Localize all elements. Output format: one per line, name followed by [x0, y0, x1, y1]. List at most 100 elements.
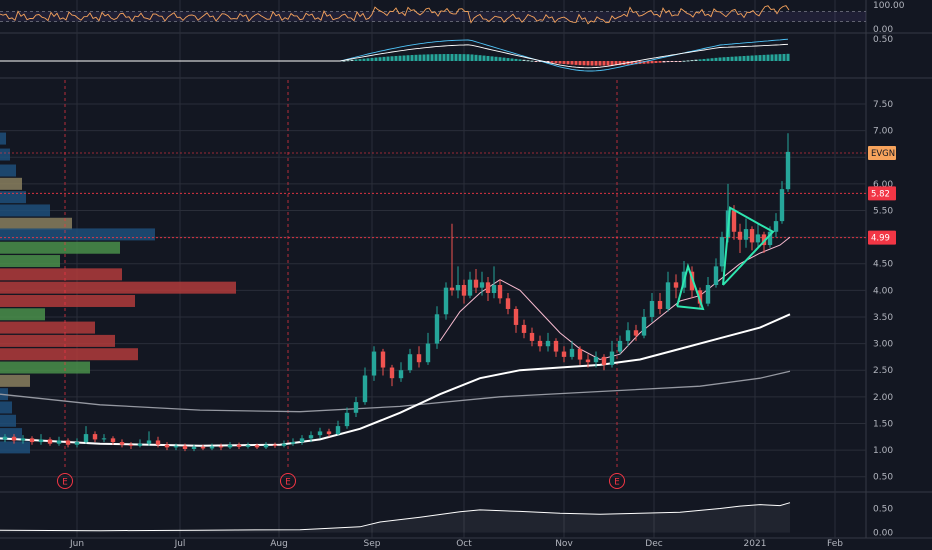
- candle-body[interactable]: [281, 443, 287, 446]
- candle-body[interactable]: [505, 298, 511, 309]
- candle-body[interactable]: [473, 279, 479, 288]
- candle-body[interactable]: [434, 314, 440, 344]
- candle-body[interactable]: [101, 438, 107, 440]
- candle-body[interactable]: [513, 308, 519, 325]
- candle-body[interactable]: [577, 348, 583, 360]
- candle-body[interactable]: [209, 446, 215, 449]
- price-candles[interactable]: [2, 133, 791, 452]
- candle-body[interactable]: [461, 285, 467, 296]
- candle-body[interactable]: [569, 348, 575, 357]
- candle-body[interactable]: [182, 445, 188, 449]
- candle-body[interactable]: [485, 282, 491, 293]
- candle-body[interactable]: [767, 231, 773, 246]
- candle-body[interactable]: [317, 431, 323, 436]
- candle-body[interactable]: [92, 434, 98, 440]
- candle-body[interactable]: [362, 375, 368, 403]
- candle-body[interactable]: [218, 446, 224, 448]
- candle-body[interactable]: [65, 440, 71, 445]
- candle-body[interactable]: [146, 440, 152, 444]
- candle-body[interactable]: [254, 445, 260, 448]
- candle-body[interactable]: [755, 234, 761, 243]
- candle-body[interactable]: [398, 370, 404, 379]
- candle-body[interactable]: [657, 300, 663, 309]
- candle-body[interactable]: [326, 431, 332, 435]
- candle-body[interactable]: [47, 439, 53, 444]
- candle-body[interactable]: [56, 440, 62, 444]
- candle-body[interactable]: [633, 330, 639, 336]
- candle-body[interactable]: [335, 426, 341, 435]
- candle-body[interactable]: [308, 435, 314, 439]
- candle-body[interactable]: [443, 287, 449, 315]
- candle-body[interactable]: [545, 340, 551, 347]
- candle-body[interactable]: [2, 436, 8, 440]
- candle-body[interactable]: [137, 443, 143, 446]
- candle-body[interactable]: [779, 189, 785, 222]
- candle-body[interactable]: [537, 340, 543, 347]
- candle-body[interactable]: [119, 442, 125, 445]
- candle-body[interactable]: [521, 324, 527, 333]
- candle-body[interactable]: [617, 340, 623, 352]
- candle-body[interactable]: [467, 279, 473, 296]
- candle-body[interactable]: [673, 282, 679, 288]
- candle-body[interactable]: [773, 221, 779, 232]
- candle-body[interactable]: [697, 290, 703, 304]
- candle-body[interactable]: [455, 285, 461, 291]
- candle-body[interactable]: [191, 446, 197, 449]
- candle-body[interactable]: [371, 351, 377, 376]
- candle-body[interactable]: [236, 444, 242, 447]
- candle-body[interactable]: [83, 434, 89, 443]
- candle-body[interactable]: [561, 351, 567, 357]
- candle-body[interactable]: [38, 439, 44, 443]
- candle-body[interactable]: [245, 445, 251, 447]
- candle-body[interactable]: [731, 210, 737, 232]
- candle-body[interactable]: [665, 282, 671, 309]
- candle-body[interactable]: [380, 351, 386, 368]
- candle-body[interactable]: [497, 285, 503, 299]
- candle-body[interactable]: [479, 282, 485, 288]
- candle-body[interactable]: [110, 438, 116, 443]
- earnings-marker[interactable]: E: [280, 473, 296, 489]
- earnings-marker[interactable]: E: [609, 473, 625, 489]
- candle-body[interactable]: [609, 351, 615, 365]
- candle-body[interactable]: [389, 367, 395, 379]
- candle-body[interactable]: [585, 359, 591, 363]
- candle-body[interactable]: [416, 354, 422, 363]
- candle-body[interactable]: [713, 266, 719, 285]
- triangle-pattern[interactable]: [676, 263, 705, 311]
- earnings-marker[interactable]: E: [57, 473, 73, 489]
- candle-body[interactable]: [785, 151, 791, 190]
- candle-body[interactable]: [272, 444, 278, 446]
- candle-body[interactable]: [625, 330, 631, 341]
- candle-body[interactable]: [353, 402, 359, 413]
- candle-body[interactable]: [11, 436, 17, 441]
- candle-body[interactable]: [689, 271, 695, 291]
- candle-body[interactable]: [749, 229, 755, 243]
- candle-body[interactable]: [593, 356, 599, 363]
- candle-body[interactable]: [164, 444, 170, 448]
- candle-body[interactable]: [761, 234, 767, 246]
- candle-body[interactable]: [263, 444, 269, 448]
- candle-body[interactable]: [425, 343, 431, 363]
- candle-body[interactable]: [299, 438, 305, 443]
- candle-body[interactable]: [737, 231, 743, 240]
- candle-body[interactable]: [743, 229, 749, 240]
- candle-body[interactable]: [641, 316, 647, 336]
- candle-body[interactable]: [128, 444, 134, 446]
- candle-body[interactable]: [29, 438, 35, 443]
- triangle-pattern[interactable]: [722, 206, 775, 286]
- candle-body[interactable]: [200, 446, 206, 449]
- candle-body[interactable]: [155, 440, 161, 445]
- candle-body[interactable]: [719, 237, 725, 267]
- candle-body[interactable]: [601, 356, 607, 365]
- candle-body[interactable]: [344, 412, 350, 427]
- candle-body[interactable]: [290, 442, 296, 444]
- candle-body[interactable]: [407, 354, 413, 371]
- candle-body[interactable]: [449, 287, 455, 291]
- candle-body[interactable]: [553, 340, 559, 352]
- candle-body[interactable]: [649, 300, 655, 317]
- candle-body[interactable]: [227, 444, 233, 448]
- candle-body[interactable]: [74, 442, 80, 445]
- pattern-drawings[interactable]: [676, 206, 775, 311]
- candle-body[interactable]: [529, 332, 535, 341]
